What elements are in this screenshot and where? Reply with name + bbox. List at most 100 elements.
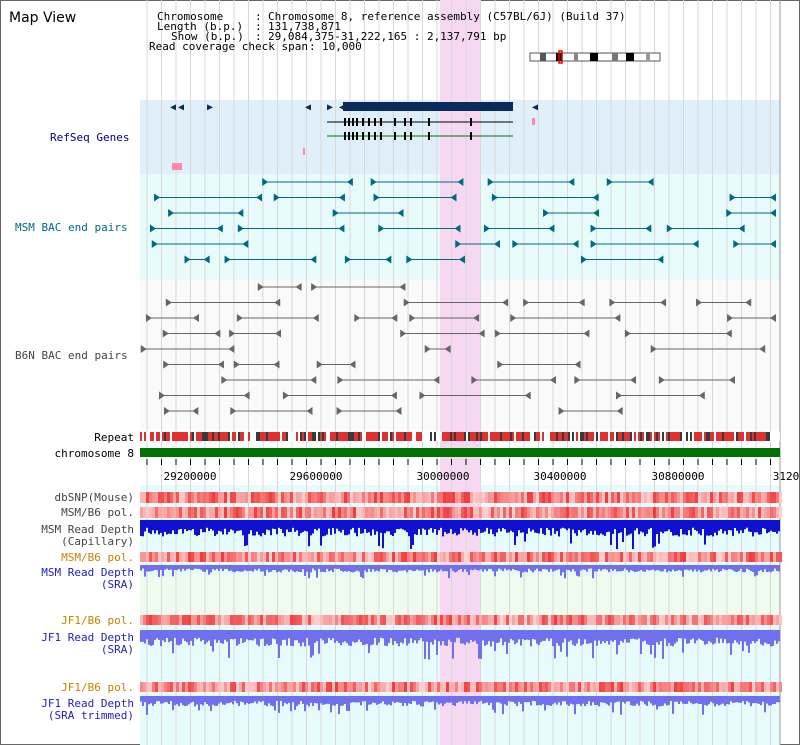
pol-cell (371, 615, 374, 625)
repeat-seg (560, 432, 562, 441)
repeat-seg (208, 432, 210, 441)
pol-cell (701, 552, 704, 562)
depth-bar (424, 520, 426, 530)
pol-cell (140, 682, 143, 692)
pol-cell (311, 492, 314, 503)
repeat-seg (190, 432, 192, 441)
depth-bar (532, 565, 534, 573)
depth-bar (466, 696, 468, 704)
depth-bar (504, 520, 506, 530)
pol-cell (347, 615, 350, 625)
pol-cell (716, 492, 719, 503)
pol-cell (194, 552, 197, 562)
pol-cell (632, 552, 635, 562)
depth-bar (726, 630, 728, 644)
depth-bar (516, 696, 518, 707)
pol-cell (503, 552, 506, 562)
depth-bar (272, 520, 274, 529)
bac-pair-end (543, 209, 550, 217)
depth-bar (410, 565, 412, 570)
depth-bar (494, 696, 496, 713)
depth-bar (208, 630, 210, 641)
depth-bar (674, 630, 676, 644)
depth-bar (438, 520, 440, 531)
pol-cell (515, 507, 518, 518)
depth-bar (710, 630, 712, 643)
depth-bar (536, 565, 538, 569)
repeat-seg (732, 432, 734, 441)
depth-bar (454, 630, 456, 643)
b6n-bac-track[interactable] (140, 283, 776, 415)
exon (368, 132, 370, 140)
depth-bar (338, 520, 340, 531)
depth-bar (546, 520, 548, 528)
pol-cell (695, 682, 698, 692)
repeat-seg (700, 432, 702, 441)
repeat-seg (212, 432, 214, 441)
depth-bar (162, 520, 164, 537)
pol-cell (176, 682, 179, 692)
track-label-msm-bac[interactable]: MSM BAC end pairs (15, 221, 128, 234)
depth-bar (240, 520, 242, 531)
pol-cell (494, 552, 497, 562)
pol-cell (644, 492, 647, 503)
depth-bar (390, 520, 392, 535)
depth-bar (462, 565, 464, 572)
repeat-seg (222, 432, 224, 441)
pol-cell (701, 492, 704, 503)
repeat-seg (692, 432, 694, 441)
depth-bar (450, 565, 452, 569)
exon (362, 132, 364, 140)
pol-cell (590, 507, 593, 518)
pol-cell (623, 552, 626, 562)
depth-bar (236, 630, 238, 646)
depth-bar (640, 696, 642, 701)
pol-cell (548, 552, 551, 562)
chromosome-ideogram[interactable] (529, 50, 661, 64)
depth-bar (750, 520, 752, 532)
depth-bar (414, 696, 416, 702)
depth-bar (666, 696, 668, 706)
repeat-seg (674, 432, 676, 441)
bac-pair-end (510, 314, 517, 322)
depth-bar (650, 630, 652, 655)
depth-bar (434, 696, 436, 710)
track-label-b6n-bac[interactable]: B6N BAC end pairs (15, 349, 128, 362)
pol-cell (227, 552, 230, 562)
pol-cell (482, 615, 485, 625)
msm-bac-track[interactable] (149, 178, 776, 264)
pol-cell (338, 682, 341, 692)
pol-cell (194, 507, 197, 518)
pol-cell (233, 615, 236, 625)
pol-cell (716, 507, 719, 518)
depth-bar (774, 630, 776, 641)
pol-cell (593, 552, 596, 562)
pol-cell (623, 507, 626, 518)
repeat-seg (424, 432, 426, 441)
pol-cell (668, 507, 671, 518)
depth-bar (258, 520, 260, 535)
depth-bar (394, 565, 396, 572)
pol-cell (173, 615, 176, 625)
pol-cell (341, 552, 344, 562)
bac-pair-end (233, 360, 240, 369)
depth-bar (238, 696, 240, 706)
depth-bar (286, 520, 288, 530)
refseq-genes-track[interactable]: ◀ ▶ ◀ ▶ ◀ ◀◀ (170, 102, 538, 170)
track-label-refseq[interactable]: RefSeq Genes (50, 131, 130, 144)
pol-cell (293, 552, 296, 562)
depth-bar (300, 630, 302, 647)
depth-bar (670, 630, 672, 646)
bac-pair-end (457, 178, 464, 186)
depth-bar (360, 630, 362, 642)
bac-pair-end (295, 283, 302, 291)
depth-bar (752, 565, 754, 572)
pol-cell (413, 507, 416, 518)
pol-cell (248, 552, 251, 562)
pol-cell (311, 507, 314, 518)
pol-cell (713, 615, 716, 625)
depth-bar (494, 565, 496, 577)
pol-cell (674, 507, 677, 518)
depth-bar (558, 520, 560, 537)
